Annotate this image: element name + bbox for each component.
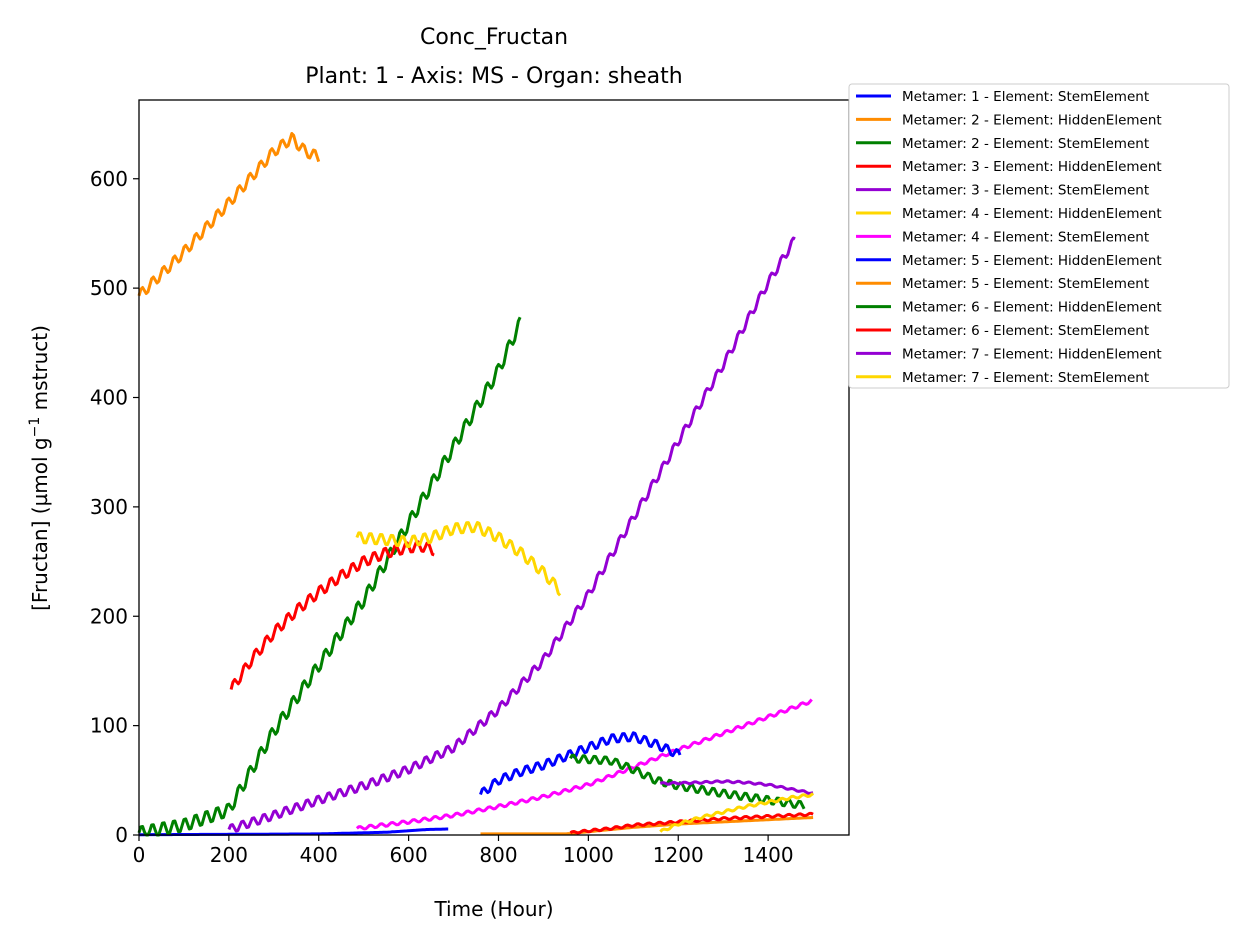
- x-tick-label: 0: [133, 843, 146, 867]
- x-tick-label: 400: [300, 843, 338, 867]
- legend-label: Metamer: 5 - Element: StemElement: [902, 276, 1149, 292]
- series-line-10: [569, 753, 806, 810]
- chart-subtitle: Plant: 1 - Axis: MS - Organ: sheath: [305, 64, 682, 89]
- series-line-6: [355, 521, 562, 597]
- y-axis-ticks: 0 100 200 300 400 500 600: [90, 167, 139, 847]
- legend-label: Metamer: 7 - Element: StemElement: [902, 370, 1149, 386]
- x-tick-label: 600: [390, 843, 428, 867]
- legend-items: Metamer: 1 - Element: StemElement Metamer…: [856, 89, 1162, 386]
- legend: Metamer: 1 - Element: StemElement Metamer…: [848, 83, 1230, 389]
- plot-lines: [137, 132, 815, 837]
- x-tick-label: 800: [479, 843, 517, 867]
- x-axis-ticks: 0 200 400 600 800 1000 1200 1400: [133, 835, 794, 867]
- series-line-5: [227, 236, 796, 833]
- y-tick-label: 0: [115, 823, 128, 847]
- legend-label: Metamer: 6 - Element: StemElement: [902, 323, 1149, 339]
- series-line-9: [480, 816, 814, 836]
- series-line-2: [137, 132, 321, 297]
- y-tick-label: 600: [90, 167, 128, 191]
- y-tick-label: 400: [90, 386, 128, 410]
- legend-label: Metamer: 4 - Element: HiddenElement: [902, 206, 1162, 222]
- series-line-3: [137, 316, 522, 837]
- y-axis-label: [Fructan] (µmol g−1 mstruct): [27, 325, 52, 611]
- y-tick-label: 200: [90, 604, 128, 628]
- y-axis-label-superscript: −1: [27, 417, 43, 438]
- legend-label: Metamer: 3 - Element: StemElement: [902, 183, 1149, 199]
- x-axis-label: Time (Hour): [433, 897, 553, 921]
- series-line-7: [355, 698, 813, 831]
- plot-area-frame: [138, 99, 850, 836]
- legend-label: Metamer: 2 - Element: StemElement: [902, 136, 1149, 152]
- series-line-13: [659, 792, 815, 833]
- x-tick-label: 1400: [743, 843, 794, 867]
- x-tick-label: 1000: [563, 843, 614, 867]
- legend-label: Metamer: 1 - Element: StemElement: [902, 89, 1149, 105]
- legend-label: Metamer: 5 - Element: HiddenElement: [902, 253, 1162, 269]
- legend-frame: [848, 83, 1230, 389]
- legend-label: Metamer: 2 - Element: HiddenElement: [902, 112, 1162, 128]
- y-tick-label: 500: [90, 276, 128, 300]
- legend-label: Metamer: 3 - Element: HiddenElement: [902, 159, 1162, 175]
- x-tick-label: 200: [210, 843, 248, 867]
- chart-title: Conc_Fructan: [420, 25, 568, 50]
- series-line-8: [479, 731, 682, 795]
- legend-label: Metamer: 6 - Element: HiddenElement: [902, 300, 1162, 316]
- y-axis-label-main: [Fructan] (µmol g: [28, 437, 52, 611]
- y-axis-label-tail: mstruct): [28, 325, 52, 417]
- series-line-12: [659, 779, 814, 795]
- y-tick-label: 100: [90, 714, 128, 738]
- y-tick-label: 300: [90, 495, 128, 519]
- legend-label: Metamer: 7 - Element: HiddenElement: [902, 346, 1162, 362]
- series-line-4: [229, 540, 435, 690]
- x-tick-label: 1200: [653, 843, 704, 867]
- legend-label: Metamer: 4 - Element: StemElement: [902, 229, 1149, 245]
